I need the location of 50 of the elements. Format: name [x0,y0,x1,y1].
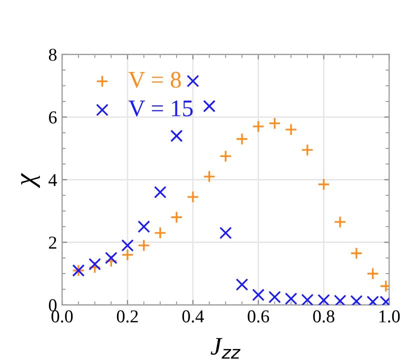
point [268,117,281,130]
x-tick-label: 1.0 [379,310,400,323]
point [236,132,248,146]
point [301,294,314,305]
legend-label: V = 8 [128,72,181,88]
point [170,211,183,224]
x-axis-title: J$_{zz}$ [210,338,240,359]
x-tick-label: 0.4 [182,310,204,323]
x-tick-label: 0.8 [313,310,334,323]
x-tick-label: 0.0 [52,310,73,323]
point [252,120,265,133]
point [170,130,183,142]
point [334,294,346,305]
point [104,252,118,264]
point [121,239,134,252]
y-tick-label: 4 [48,174,57,186]
legend-label: V = 15 [128,100,193,117]
point [104,254,118,268]
point [203,100,216,112]
point [318,294,330,305]
point [203,170,216,183]
point [186,74,200,88]
point [138,239,150,252]
point [284,292,298,305]
point [268,290,281,304]
point [334,216,346,228]
point [219,226,232,240]
point [88,258,102,270]
point [88,261,102,274]
point [219,150,232,162]
point [154,226,166,240]
point [318,178,330,191]
y-tick-label: 0 [48,299,57,312]
x-tick-label: 0.6 [248,310,270,323]
point [284,123,298,136]
point [350,247,363,260]
y-tick-label: 2 [49,236,56,249]
point [154,186,166,198]
point [252,288,265,302]
y-axis-title: χ [21,173,40,188]
y-tick-label: 6 [48,111,57,124]
point [236,278,248,291]
point [186,190,200,204]
point [301,144,314,156]
x-tick-label: 0.2 [116,310,138,323]
point [350,294,363,305]
point [366,267,380,280]
y-tick-label: 8 [48,48,57,61]
point [138,220,150,233]
point [121,248,134,262]
